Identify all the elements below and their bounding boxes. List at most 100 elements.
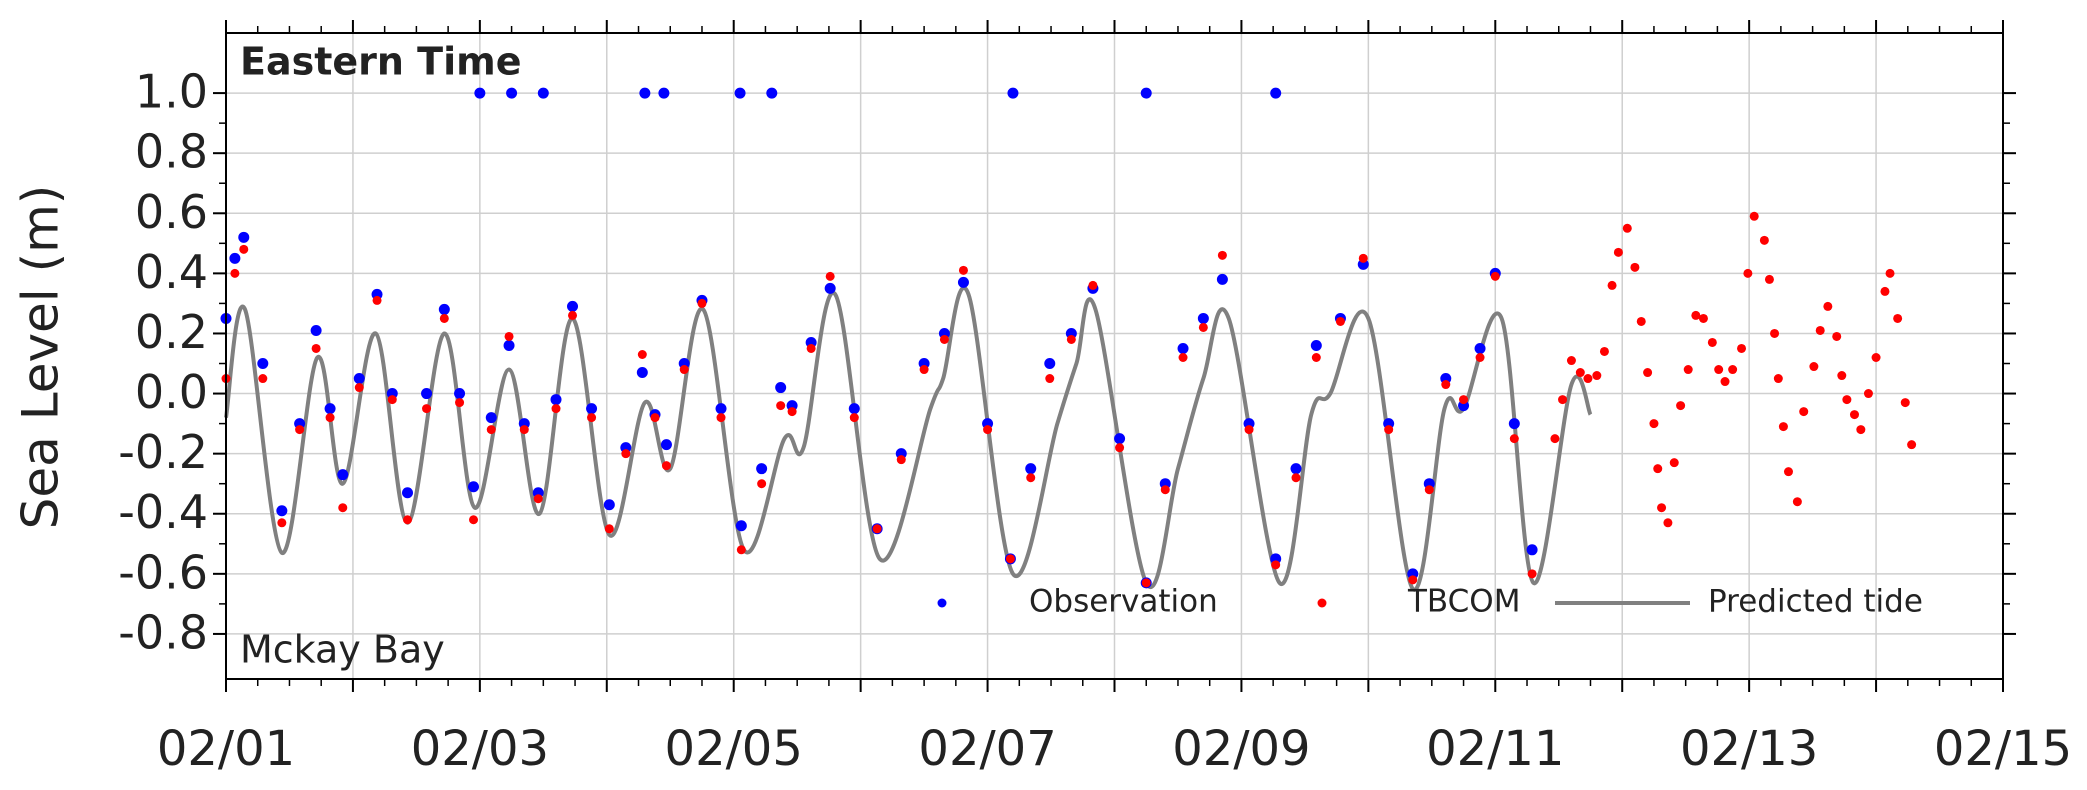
data-point xyxy=(1893,313,1903,323)
tide-line xyxy=(224,285,1593,592)
data-point xyxy=(1592,371,1602,381)
data-point xyxy=(257,358,269,370)
data-point xyxy=(1770,328,1780,338)
legend-label: Observation xyxy=(1029,584,1218,620)
data-point xyxy=(1583,374,1593,384)
data-point xyxy=(337,469,349,481)
data-point xyxy=(1005,554,1015,564)
data-point xyxy=(679,365,689,375)
data-point xyxy=(697,298,707,308)
data-point xyxy=(1178,353,1188,363)
y-tick-label: -0.8 xyxy=(118,605,208,659)
data-point xyxy=(1636,316,1646,326)
data-point xyxy=(1270,87,1282,99)
data-point xyxy=(776,401,786,411)
legend-label: TBCOM xyxy=(1407,584,1520,620)
data-point xyxy=(454,388,466,400)
data-point xyxy=(1310,339,1322,351)
data-point xyxy=(896,455,906,465)
x-tick-label: 02/09 xyxy=(1172,721,1310,777)
data-point xyxy=(1558,395,1568,405)
data-point xyxy=(787,407,797,417)
data-point xyxy=(1728,365,1738,375)
data-point xyxy=(872,524,882,534)
data-point xyxy=(734,87,746,99)
data-point xyxy=(439,313,449,323)
data-point xyxy=(849,413,859,423)
data-point xyxy=(537,87,549,99)
data-point xyxy=(1737,343,1747,353)
data-point xyxy=(1441,380,1451,390)
data-point xyxy=(1114,433,1126,445)
data-point xyxy=(1720,377,1730,387)
data-point xyxy=(1045,374,1055,384)
data-point xyxy=(421,388,433,400)
plot-frame xyxy=(225,32,2004,680)
data-point xyxy=(650,413,660,423)
y-tick-label: 1.0 xyxy=(135,65,208,119)
data-point xyxy=(1291,473,1301,483)
data-point xyxy=(939,334,949,344)
y-tick-label: 0.2 xyxy=(135,305,208,359)
data-point xyxy=(567,300,579,312)
data-point xyxy=(1707,337,1717,347)
legend-label: Predicted tide xyxy=(1708,584,1923,620)
data-point xyxy=(1663,518,1673,528)
annotation: Eastern Time xyxy=(240,40,522,84)
data-point xyxy=(1335,316,1345,326)
data-point xyxy=(1424,485,1434,495)
legend-swatch xyxy=(1317,598,1327,608)
data-point xyxy=(1643,368,1653,378)
data-point xyxy=(1832,331,1842,341)
data-point xyxy=(1007,87,1019,99)
data-point xyxy=(1649,419,1659,429)
data-point xyxy=(1026,473,1036,483)
data-point xyxy=(1764,274,1774,284)
data-point xyxy=(983,425,993,435)
data-point xyxy=(310,324,322,336)
data-point xyxy=(1474,342,1486,354)
data-point xyxy=(1880,286,1890,296)
data-point xyxy=(1575,368,1585,378)
data-point xyxy=(1025,463,1037,475)
data-point xyxy=(503,339,515,351)
data-point xyxy=(1778,422,1788,432)
data-point xyxy=(1475,353,1485,363)
data-point xyxy=(958,265,968,275)
data-point xyxy=(806,343,816,353)
data-point xyxy=(338,503,348,513)
legend-swatch xyxy=(937,598,947,608)
data-point xyxy=(468,481,480,493)
data-point xyxy=(1508,418,1520,430)
data-point xyxy=(586,403,598,415)
x-tick-label: 02/11 xyxy=(1426,721,1564,777)
y-axis-label: Sea Level (m) xyxy=(12,185,70,530)
data-point xyxy=(295,425,305,435)
data-point xyxy=(1459,395,1469,405)
data-point xyxy=(229,252,241,264)
data-point xyxy=(506,87,518,99)
data-point xyxy=(1885,268,1895,278)
data-point xyxy=(1809,362,1819,372)
data-point xyxy=(422,404,432,414)
data-point xyxy=(1823,301,1833,311)
data-point xyxy=(848,403,860,415)
data-point xyxy=(604,524,614,534)
data-point xyxy=(716,413,726,423)
data-point xyxy=(1653,464,1663,474)
data-point xyxy=(551,404,561,414)
data-point xyxy=(1197,312,1209,324)
data-point xyxy=(550,394,562,406)
data-point xyxy=(1271,560,1281,570)
data-point xyxy=(238,231,250,243)
data-point xyxy=(1907,440,1917,450)
data-point xyxy=(637,349,647,359)
y-tick-label: 0.0 xyxy=(135,365,208,419)
x-tick-label: 02/07 xyxy=(918,721,1056,777)
data-point xyxy=(1198,322,1208,332)
data-point xyxy=(311,343,321,353)
data-point xyxy=(1613,247,1623,257)
y-tick-label: 0.4 xyxy=(135,245,208,299)
